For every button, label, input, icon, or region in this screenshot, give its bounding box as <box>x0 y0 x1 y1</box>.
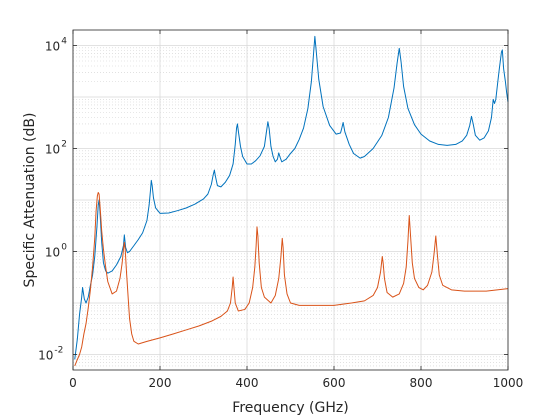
y-tick-exponent: 4 <box>61 37 67 47</box>
y-tick-label: 10 <box>45 245 60 259</box>
x-tick-label: 800 <box>410 376 433 390</box>
y-tick-label: 10 <box>45 40 60 54</box>
series-line-2 <box>74 191 509 367</box>
grid <box>72 30 509 370</box>
x-tick-label: 400 <box>236 376 259 390</box>
x-tick-label: 0 <box>69 376 77 390</box>
plot-frame <box>72 29 509 371</box>
x-axis-label: Frequency (GHz) <box>232 400 348 416</box>
y-axis-label: Specific Attenuation (dB) <box>22 113 38 288</box>
y-tick-label: 10 <box>38 348 53 362</box>
series-line-1 <box>74 35 509 360</box>
x-tick-label: 1000 <box>493 376 524 390</box>
y-tick-exponent: 2 <box>61 140 67 150</box>
x-tick-label: 200 <box>149 376 172 390</box>
y-tick-label: 10 <box>45 143 60 157</box>
series-layer <box>74 35 509 367</box>
y-tick-exponent: 0 <box>61 242 67 252</box>
x-tick-label: 600 <box>323 376 346 390</box>
y-tick-exponent: -2 <box>54 345 63 355</box>
